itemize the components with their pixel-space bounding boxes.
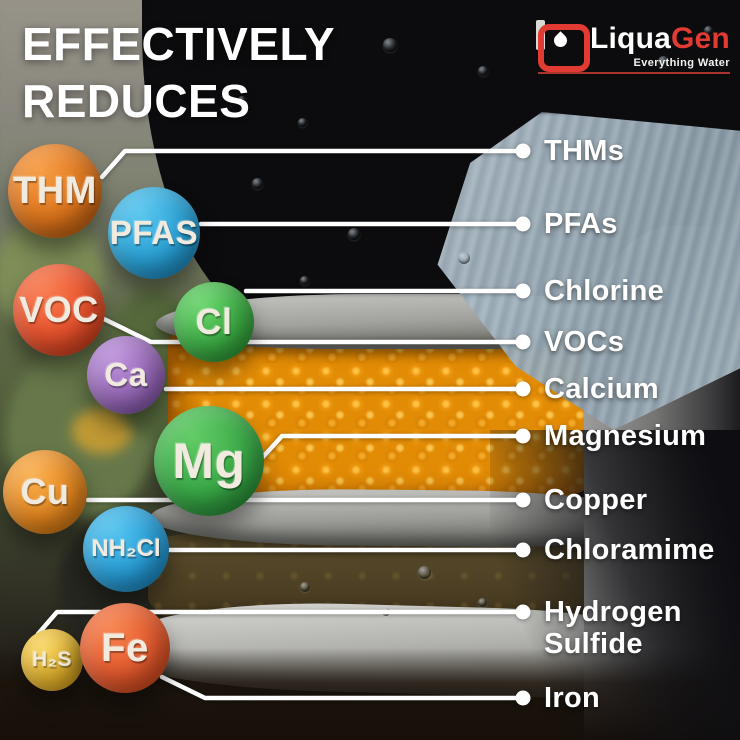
page-title-line1: EFFECTIVELY [22, 18, 336, 70]
page-title-line2: REDUCES [22, 75, 251, 127]
water-droplet [300, 276, 309, 285]
label-chlorine: Chlorine [544, 275, 665, 307]
label-vocs: VOCs [544, 326, 625, 358]
background-right-shade [490, 430, 740, 740]
label-magnesium: Magnesium [544, 420, 707, 452]
ball-voc-text: VOC [19, 289, 99, 330]
ball-pfas-text: PFAS [109, 214, 199, 251]
label-calcium: Calcium [544, 373, 659, 405]
ball-nh2cl-text: NH₂Cl [91, 535, 161, 562]
ball-cu: Cu [3, 450, 87, 534]
water-droplet [478, 66, 488, 76]
water-droplet [418, 566, 431, 579]
ball-h2s-text: H₂S [31, 648, 72, 671]
water-drop-icon [536, 20, 590, 72]
ball-nh2cl: NH₂Cl [83, 506, 169, 592]
ball-cl-text: Cl [195, 301, 233, 342]
ball-pfas: PFAS [108, 187, 200, 279]
water-droplet [458, 252, 470, 264]
water-droplet [252, 178, 263, 189]
ball-cu-text: Cu [20, 471, 70, 512]
ball-ca-text: Ca [104, 356, 148, 393]
ball-cl: Cl [174, 282, 254, 362]
ball-h2s: H₂S [21, 629, 83, 691]
water-droplet [298, 118, 307, 127]
water-droplet [348, 228, 360, 240]
liquagen-logo: LiquaGen Everything Water [536, 20, 732, 76]
logo-name-primary: Liqua [590, 22, 671, 55]
label-iron: Iron [544, 682, 600, 714]
page-title: EFFECTIVELY REDUCES [22, 16, 335, 130]
water-droplet [382, 608, 390, 616]
water-droplet [704, 26, 713, 35]
logo-red-frame [538, 24, 590, 72]
logo-wordmark: LiquaGen [590, 22, 730, 56]
label-pfas: PFAs [544, 208, 618, 240]
ball-mg: Mg [154, 406, 264, 516]
ball-thm-text: THM [13, 169, 97, 212]
ball-mg-text: Mg [172, 433, 246, 489]
ball-thm: THM [8, 144, 102, 238]
logo-name-accent: Gen [671, 22, 730, 55]
label-copper: Copper [544, 484, 648, 516]
label-thms: THMs [544, 135, 625, 167]
ball-fe-text: Fe [101, 625, 149, 670]
label-hydrogen-sulfide: Hydrogen Sulfide [544, 596, 682, 660]
label-chloramime: Chloramime [544, 534, 715, 566]
water-droplet [238, 96, 246, 104]
ball-voc: VOC [13, 264, 105, 356]
ball-fe: Fe [80, 603, 170, 693]
water-droplet [300, 582, 310, 592]
logo-underline [538, 72, 730, 74]
water-droplet [478, 598, 487, 607]
logo-tagline: Everything Water [633, 57, 730, 69]
ball-ca: Ca [87, 336, 165, 414]
water-droplet [658, 56, 669, 67]
water-droplet [383, 38, 397, 52]
